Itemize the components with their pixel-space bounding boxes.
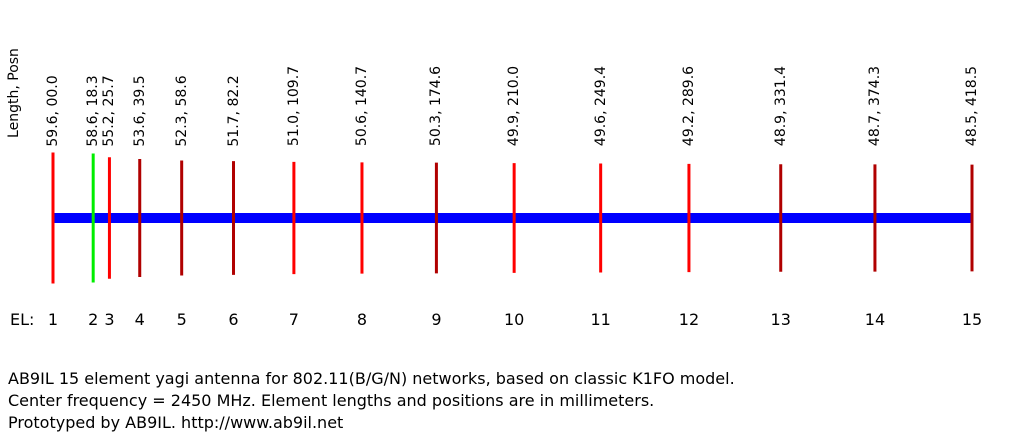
element-7-number: 7 <box>288 310 299 329</box>
element-11-dimension-label: 49.6, 249.4 <box>592 65 609 147</box>
element-8-dimension-label: 50.6, 140.7 <box>353 65 370 147</box>
element-15-dimension-label: 48.5, 418.5 <box>964 65 980 147</box>
element-9-number: 9 <box>431 310 442 329</box>
element-7-dimension-label: 51.0, 109.7 <box>285 65 302 147</box>
element-12-number: 12 <box>678 310 700 329</box>
element-3-number: 3 <box>104 310 115 329</box>
caption-line-2: Center frequency = 2450 MHz. Element len… <box>8 391 655 410</box>
element-9-dimension-label: 50.3, 174.6 <box>428 65 445 147</box>
element-11-number: 11 <box>590 310 611 329</box>
element-8-number: 8 <box>356 310 368 329</box>
element-3-dimension-label: 55.2, 25.7 <box>101 74 118 147</box>
element-axis-prefix: EL: <box>10 310 35 329</box>
element-6-number: 6 <box>228 310 239 329</box>
element-15-number: 15 <box>961 310 983 329</box>
caption-line-3: Prototyped by AB9IL. http://www.ab9il.ne… <box>8 413 344 432</box>
caption: AB9IL 15 element yagi antenna for 802.11… <box>8 368 735 434</box>
element-4-dimension-label: 53.6, 39.5 <box>131 74 148 147</box>
element-2-dimension-label: 58.6, 18.3 <box>85 74 102 147</box>
element-10-dimension-label: 49.9, 210.0 <box>506 65 523 147</box>
element-6-dimension-label: 51.7, 82.2 <box>225 74 242 147</box>
caption-line-1: AB9IL 15 element yagi antenna for 802.11… <box>8 369 735 388</box>
boom <box>53 213 972 223</box>
element-2-number: 2 <box>88 310 99 329</box>
element-10-number: 10 <box>503 310 525 329</box>
element-1-dimension-label: 59.6, 00.0 <box>45 74 61 147</box>
element-13-number: 13 <box>770 310 791 329</box>
element-1-number: 1 <box>47 310 59 329</box>
column-header-label: Length, Posn <box>6 48 22 138</box>
element-14-number: 14 <box>864 310 886 329</box>
element-13-dimension-label: 48.9, 331.4 <box>772 65 789 147</box>
element-14-dimension-label: 48.7, 374.3 <box>866 65 883 147</box>
element-5-dimension-label: 52.3, 58.6 <box>173 74 190 147</box>
element-5-number: 5 <box>176 310 187 329</box>
element-4-number: 4 <box>134 310 145 329</box>
element-12-dimension-label: 49.2, 289.6 <box>680 65 697 147</box>
